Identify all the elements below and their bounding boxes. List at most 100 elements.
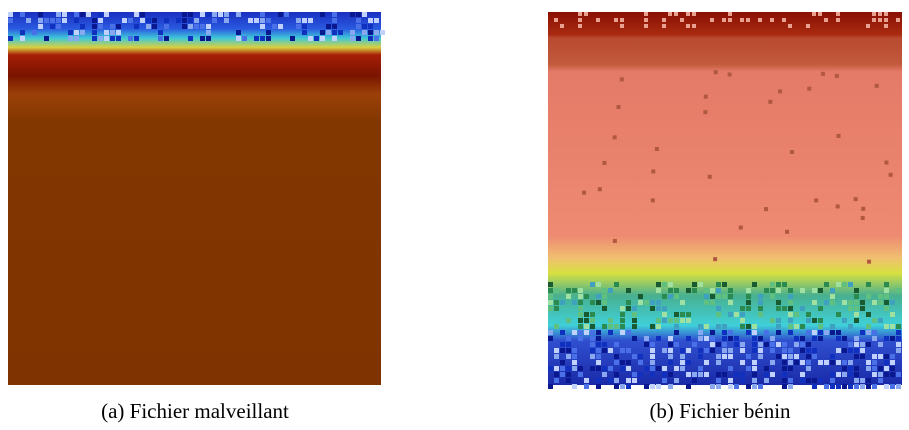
- noise-pixel: [776, 330, 781, 335]
- noise-pixel: [788, 330, 793, 335]
- noise-pixel: [704, 294, 709, 299]
- noise-pixel: [716, 384, 721, 389]
- noise-pixel: [800, 324, 805, 329]
- noise-pixel: [848, 360, 853, 365]
- noise-pixel: [728, 336, 733, 341]
- noise-pixel: [854, 300, 859, 305]
- noise-pixel: [782, 282, 787, 287]
- noise-pixel: [722, 282, 727, 287]
- noise-pixel: [698, 324, 703, 329]
- noise-pixel: [770, 372, 775, 377]
- noise-pixel: [8, 12, 13, 17]
- noise-pixel: [152, 24, 157, 29]
- noise-pixel: [596, 384, 601, 389]
- noise-pixel: [584, 330, 589, 335]
- noise-pixel: [752, 324, 757, 329]
- noise-pixel: [44, 18, 49, 23]
- noise-pixel: [218, 12, 223, 17]
- noise-pixel: [842, 360, 847, 365]
- noise-pixel: [854, 342, 859, 347]
- noise-pixel: [788, 384, 793, 389]
- noise-pixel: [164, 36, 169, 41]
- noise-pixel: [854, 348, 859, 353]
- noise-pixel: [332, 24, 337, 29]
- noise-pixel: [860, 342, 865, 347]
- noise-pixel: [566, 318, 571, 323]
- noise-pixel: [698, 282, 703, 287]
- noise-pixel: [572, 360, 577, 365]
- noise-pixel: [284, 12, 289, 17]
- noise-pixel: [560, 360, 565, 365]
- noise-pixel: [794, 360, 799, 365]
- noise-pixel: [698, 354, 703, 359]
- noise-pixel: [638, 300, 643, 305]
- noise-pixel: [878, 366, 883, 371]
- noise-pixel: [572, 288, 577, 293]
- noise-pixel: [764, 207, 769, 212]
- noise-pixel: [740, 324, 745, 329]
- noise-pixel: [734, 336, 739, 341]
- noise-pixel: [644, 24, 648, 28]
- noise-pixel: [800, 348, 805, 353]
- noise-pixel: [752, 366, 757, 371]
- noise-pixel: [128, 18, 133, 23]
- noise-pixel: [548, 300, 553, 305]
- noise-pixel: [650, 354, 655, 359]
- noise-pixel: [632, 378, 637, 383]
- noise-pixel: [146, 18, 151, 23]
- noise-pixel: [860, 348, 865, 353]
- noise-pixel: [248, 18, 253, 23]
- noise-pixel: [853, 197, 858, 202]
- noise-pixel: [668, 282, 673, 287]
- noise-pixel: [548, 288, 553, 293]
- noise-pixel: [92, 30, 97, 35]
- noise-pixel: [206, 12, 211, 17]
- noise-pixel: [614, 378, 619, 383]
- noise-pixel: [98, 24, 103, 29]
- noise-pixel: [674, 330, 679, 335]
- noise-pixel: [884, 354, 889, 359]
- noise-pixel: [650, 324, 655, 329]
- noise-pixel: [152, 18, 157, 23]
- noise-pixel: [878, 18, 882, 22]
- noise-pixel: [584, 324, 589, 329]
- noise-pixel: [554, 306, 559, 311]
- noise-pixel: [703, 94, 708, 99]
- noise-pixel: [842, 300, 847, 305]
- noise-pixel: [884, 372, 889, 377]
- noise-pixel: [788, 348, 793, 353]
- noise-pixel: [716, 288, 721, 293]
- noise-pixel: [212, 18, 217, 23]
- noise-pixel: [722, 336, 727, 341]
- noise-pixel: [746, 384, 751, 389]
- noise-pixel: [206, 36, 211, 41]
- noise-pixel: [654, 147, 659, 152]
- noise-pixel: [710, 288, 715, 293]
- noise-pixel: [650, 366, 655, 371]
- noise-pixel: [854, 312, 859, 317]
- noise-pixel: [548, 336, 553, 341]
- noise-pixel: [830, 330, 835, 335]
- noise-pixel: [596, 300, 601, 305]
- noise-pixel: [768, 99, 773, 104]
- noise-pixel: [788, 294, 793, 299]
- noise-pixel: [134, 24, 139, 29]
- noise-pixel: [872, 318, 877, 323]
- noise-pixel: [794, 324, 799, 329]
- noise-pixel: [596, 354, 601, 359]
- noise-pixel: [770, 294, 775, 299]
- noise-pixel: [272, 24, 277, 29]
- noise-pixel: [656, 366, 661, 371]
- noise-pixel: [674, 324, 679, 329]
- noise-pixel: [686, 384, 691, 389]
- noise-pixel: [860, 330, 865, 335]
- noise-pixel: [716, 312, 721, 317]
- noise-pixel: [596, 342, 601, 347]
- noise-pixel: [254, 36, 259, 41]
- noise-pixel: [176, 18, 181, 23]
- noise-pixel: [278, 12, 283, 17]
- noise-pixel: [770, 318, 775, 323]
- noise-pixel: [812, 354, 817, 359]
- noise-pixel: [806, 312, 811, 317]
